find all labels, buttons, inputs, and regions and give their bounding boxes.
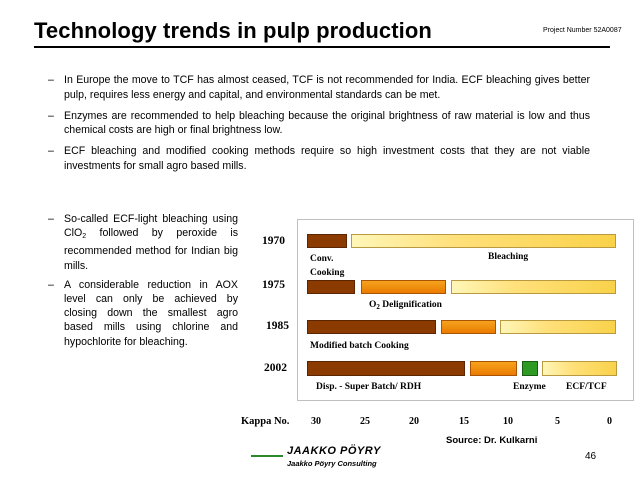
- bullet-text: followed by peroxide is recommended meth…: [64, 227, 238, 272]
- source-note: Source: Dr. Kulkarni: [446, 435, 538, 446]
- bullet-item: Enzymes are recommended to help bleachin…: [48, 109, 590, 139]
- label-text: Delignification: [379, 300, 442, 310]
- slide-title: Technology trends in pulp production: [34, 18, 432, 43]
- label-conv-cooking: Conv. Cooking: [310, 254, 345, 278]
- kappa-tick: 20: [409, 416, 419, 427]
- kappa-tick: 5: [555, 416, 560, 427]
- kappa-tick: 30: [311, 416, 321, 427]
- logo-subtitle: Jaakko Pöyry Consulting: [287, 459, 377, 468]
- bar-2002-enzyme: [522, 361, 538, 376]
- bar-1985-o2-delignification: [441, 320, 496, 334]
- bullet-item: In Europe the move to TCF has almost cea…: [48, 73, 590, 103]
- label-ecf-tcf: ECF/TCF: [566, 382, 607, 392]
- bar-1970-bleaching: [351, 234, 616, 248]
- label-modified-batch: Modified batch Cooking: [310, 341, 409, 351]
- kappa-tick: 0: [607, 416, 612, 427]
- year-label: 1970: [262, 235, 285, 247]
- label-disp-super-batch: Disp. - Super Batch/ RDH: [316, 382, 422, 392]
- label-enzyme: Enzyme: [513, 382, 546, 392]
- company-logo: JAAKKO PÖYRY Jaakko Pöyry Consulting: [251, 444, 391, 470]
- bar-1975-o2-delignification: [361, 280, 446, 294]
- year-label: 2002: [264, 362, 287, 374]
- label-text: O: [369, 300, 377, 310]
- bar-1985-bleaching: [500, 320, 616, 334]
- bar-1975-bleaching: [451, 280, 616, 294]
- subscript: 2: [82, 233, 87, 241]
- year-label: 1975: [262, 279, 285, 291]
- label-o2-delignification: O2 Delignification: [369, 300, 442, 311]
- subscript: 2: [376, 303, 380, 311]
- kappa-axis-title: Kappa No.: [241, 416, 290, 427]
- bar-2002-o2-delignification: [470, 361, 517, 376]
- kappa-chart: Conv. Cooking Bleaching O2 Delignificati…: [297, 219, 634, 401]
- label-bleaching: Bleaching: [488, 252, 529, 262]
- bullet-item-aox: A considerable reduction in AOX level ca…: [48, 278, 238, 349]
- project-number: Project Number 52A0087: [543, 27, 622, 34]
- kappa-tick: 15: [459, 416, 469, 427]
- left-bullet-list: So-called ECF-light bleaching using ClO2…: [48, 212, 238, 354]
- bar-2002-ecf-tcf: [542, 361, 617, 376]
- year-label: 1985: [266, 320, 289, 332]
- bar-1985-modified-batch: [307, 320, 436, 334]
- bullet-text: So-called ECF-light bleaching using ClO: [64, 213, 238, 240]
- bar-2002-disp-super-batch: [307, 361, 465, 376]
- logo-accent-line: [251, 455, 283, 457]
- bullet-item-ecf-light: So-called ECF-light bleaching using ClO2…: [48, 212, 238, 273]
- bar-1970-conv-cooking: [307, 234, 347, 248]
- bar-1975-cooking: [307, 280, 355, 294]
- kappa-tick: 10: [503, 416, 513, 427]
- main-bullet-list: In Europe the move to TCF has almost cea…: [48, 73, 590, 180]
- title-divider: [34, 46, 610, 48]
- page-number: 46: [585, 451, 597, 462]
- kappa-tick: 25: [360, 416, 370, 427]
- logo-name: JAAKKO PÖYRY: [287, 445, 381, 457]
- bullet-item: ECF bleaching and modified cooking metho…: [48, 144, 590, 174]
